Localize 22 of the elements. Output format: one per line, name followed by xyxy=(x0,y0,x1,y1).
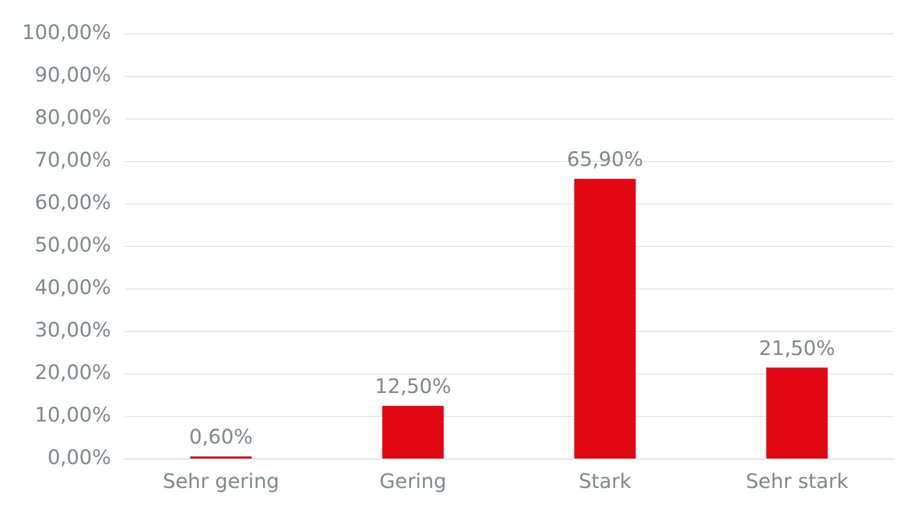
data-label: 12,50% xyxy=(374,374,452,398)
y-tick-label: 70,00% xyxy=(34,148,111,172)
x-tick-label: Sehr gering xyxy=(162,469,280,494)
y-tick-label: 10,00% xyxy=(34,402,111,427)
data-label: 0,60% xyxy=(189,424,253,449)
y-tick-label: 50,00% xyxy=(34,232,111,257)
y-tick-label: 0,00% xyxy=(47,445,111,470)
y-tick-label: 60,00% xyxy=(34,190,111,214)
x-tick-label: Sehr stark xyxy=(746,469,849,494)
data-label: 65,90% xyxy=(566,147,644,172)
y-tick-label: 40,00% xyxy=(34,275,111,300)
y-tick-label: 100,00% xyxy=(22,20,111,44)
y-tick-label: 90,00% xyxy=(34,62,111,87)
y-tick-label: 20,00% xyxy=(34,360,111,384)
x-tick-label: Gering xyxy=(380,469,446,494)
y-tick-label: 30,00% xyxy=(34,318,111,342)
bar xyxy=(382,406,444,458)
data-label: 21,50% xyxy=(758,336,836,360)
y-tick-label: 80,00% xyxy=(34,105,111,130)
bar xyxy=(574,178,636,458)
bar xyxy=(766,368,828,458)
x-tick-label: Stark xyxy=(578,469,632,494)
